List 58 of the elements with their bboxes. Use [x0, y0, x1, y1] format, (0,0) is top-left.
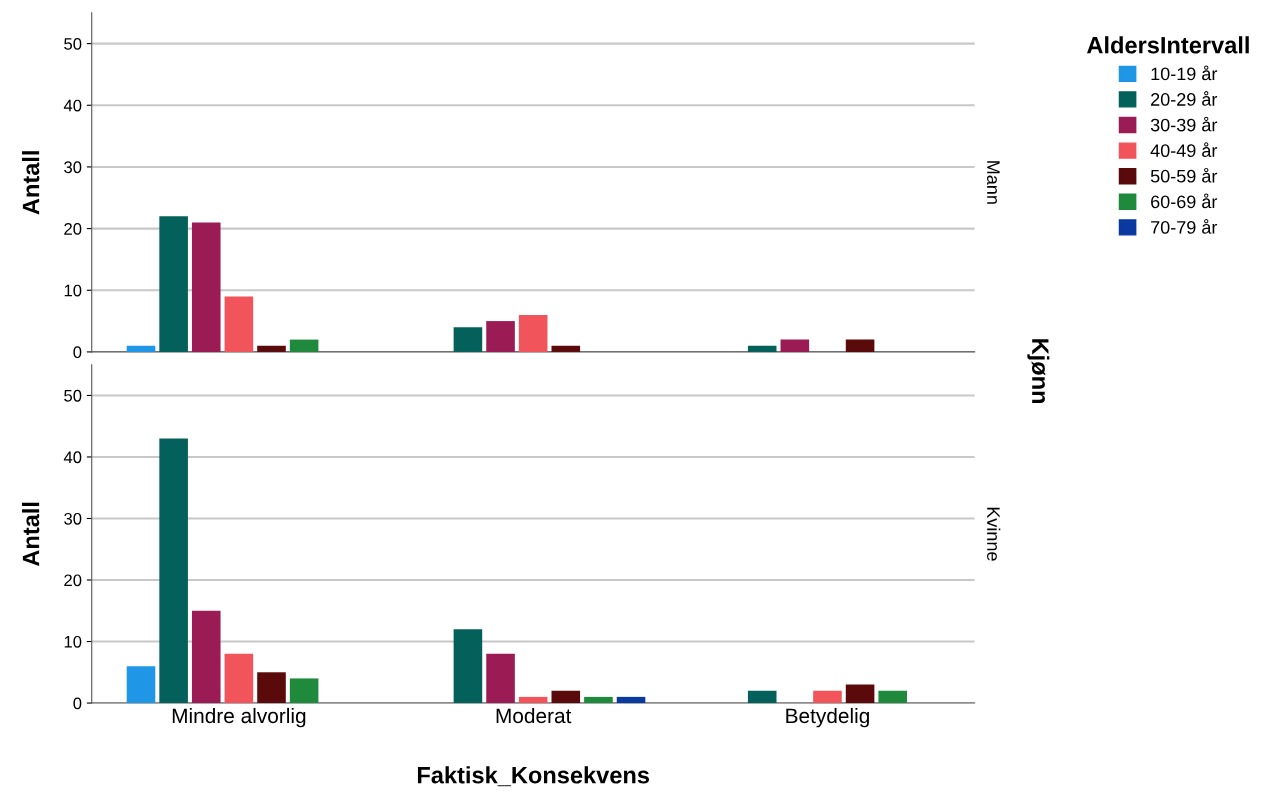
bar [257, 345, 286, 352]
bar [453, 629, 483, 704]
bar [224, 296, 254, 352]
bar [813, 690, 842, 704]
bar [486, 321, 515, 352]
bar [518, 696, 548, 704]
y-tick-label: 10 [64, 284, 82, 297]
bar [584, 696, 613, 704]
y-tick-label: 30 [64, 512, 82, 525]
bar [747, 345, 777, 352]
bar [845, 684, 875, 704]
bar [289, 339, 319, 352]
bar [159, 438, 188, 704]
y-tick-label: 30 [64, 161, 82, 174]
x-axis-title: Faktisk_Konsekvens [417, 766, 650, 787]
bar [747, 690, 777, 704]
bar [780, 339, 810, 352]
bar [486, 653, 515, 704]
y2-axis-title: Kvinne [987, 507, 1001, 561]
x-tick-label: Betydelig [786, 707, 869, 728]
legend-label: 60-69 år [1151, 193, 1218, 209]
bar [616, 696, 646, 704]
legend-title: AldersIntervall [1087, 36, 1249, 54]
x-tick-label: Moderat [496, 707, 572, 724]
bar [126, 345, 156, 352]
y-tick-label: 20 [64, 574, 82, 587]
y-tick-label: 50 [64, 389, 82, 402]
y-tick-label: 10 [64, 635, 82, 648]
y-tick-label: 0 [73, 697, 82, 710]
bar [191, 222, 221, 352]
legend-label: 50-59 år [1150, 167, 1218, 183]
legend-label: 20-29 år [1151, 91, 1218, 106]
bar [518, 314, 548, 352]
y-tick-label: 20 [64, 222, 82, 235]
bar [878, 690, 908, 704]
y-axis-title: Antall [22, 502, 40, 567]
y2-axis-title: Mann [987, 161, 1000, 204]
legend-label: 40-49 år [1150, 142, 1218, 158]
y-tick-label: 40 [63, 451, 82, 464]
bar [126, 666, 156, 704]
bar [551, 345, 581, 352]
y-tick-label: 50 [64, 38, 82, 50]
bar [551, 690, 581, 704]
y-tick-label: 40 [63, 99, 82, 112]
bar [289, 678, 319, 704]
y-tick-label: 0 [73, 346, 82, 359]
legend-label: 70-79 år [1151, 219, 1218, 234]
bar [159, 216, 188, 352]
y-axis-title: Antall [22, 151, 40, 215]
bar [257, 672, 286, 704]
bar [191, 610, 221, 704]
bar [845, 339, 875, 352]
x-tick-label: Mindre alvorlig [172, 707, 306, 728]
legend-label: 30-39 år [1150, 116, 1218, 132]
bar [453, 327, 483, 352]
text: Kjønn [1027, 339, 1050, 404]
bar [224, 653, 254, 704]
legend-label: 10-19 år [1151, 65, 1218, 81]
